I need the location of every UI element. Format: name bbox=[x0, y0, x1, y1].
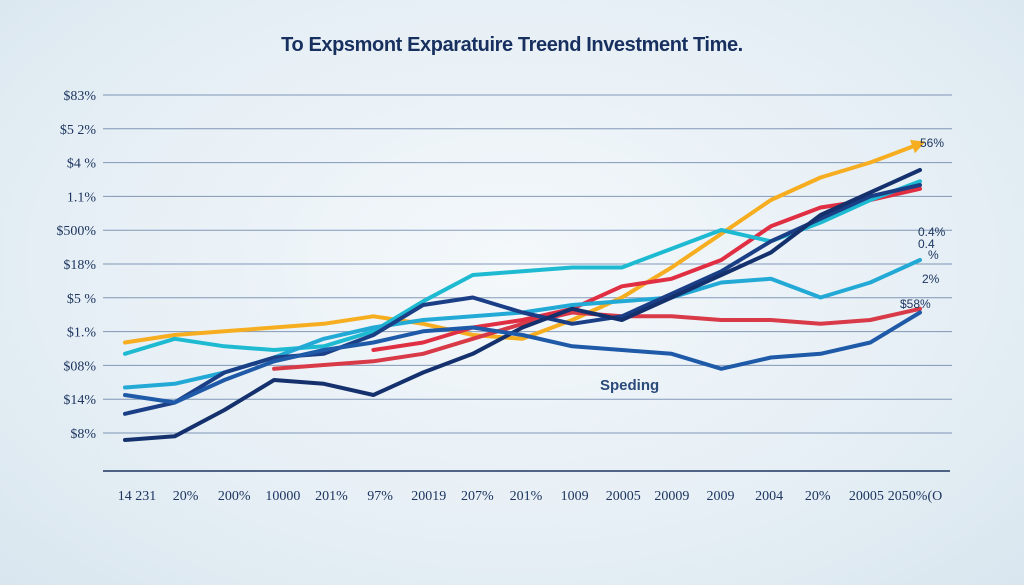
y-tick-label: $8% bbox=[70, 427, 96, 442]
y-tick-label: $4 % bbox=[67, 157, 97, 172]
x-tick-label: 201% bbox=[315, 489, 348, 504]
x-tick-label: 97% bbox=[367, 489, 393, 504]
x-tick-label: 20009 bbox=[654, 489, 689, 504]
y-tick-label: $5 2% bbox=[60, 123, 97, 138]
grid-lines bbox=[103, 94, 952, 434]
x-tick-label: 20005 bbox=[849, 489, 884, 504]
x-tick-label: 201% bbox=[510, 489, 543, 504]
x-tick-label: 2050%(O bbox=[888, 489, 942, 504]
x-tick-label: 14 231 bbox=[118, 489, 157, 504]
annotation-56: 56% bbox=[920, 136, 944, 150]
x-tick-label: 10000 bbox=[265, 489, 300, 504]
y-axis-ticks: $83% $5 2% $4 % 1.1% $500% $18% $5 % $1.% $08% $1… bbox=[56, 89, 96, 442]
y-tick-label: $18% bbox=[63, 258, 96, 273]
x-tick-label: 200% bbox=[218, 489, 251, 504]
y-tick-label: $08% bbox=[63, 359, 96, 374]
x-tick-label: 20% bbox=[805, 489, 831, 504]
annotation-58-percent: $58% bbox=[900, 297, 931, 311]
y-tick-label: $5 % bbox=[67, 292, 97, 307]
y-tick-label: $1.% bbox=[67, 326, 97, 341]
y-tick-label: $500% bbox=[56, 224, 96, 239]
x-axis-ticks: 14 231 20% 200% 10000 201% 97% 20019 207% 201% 10… bbox=[118, 489, 942, 504]
series-lines bbox=[123, 140, 926, 442]
spending-label: Speding bbox=[600, 377, 659, 394]
annotation-2-percent: 2% bbox=[922, 272, 940, 286]
annotation-0-4: 0.4 bbox=[918, 237, 935, 251]
series-line-6 bbox=[123, 168, 922, 442]
series-line-5 bbox=[123, 183, 922, 416]
annotation-percent: % bbox=[928, 248, 939, 262]
x-tick-label: 20019 bbox=[411, 489, 446, 504]
x-tick-label: 20% bbox=[173, 489, 199, 504]
x-tick-label: 2004 bbox=[755, 489, 783, 504]
x-tick-label: 1009 bbox=[561, 489, 589, 504]
y-tick-label: $14% bbox=[63, 393, 96, 408]
y-tick-label: $83% bbox=[63, 89, 96, 104]
annotation-0-4-percent: 0.4% bbox=[918, 225, 946, 239]
series-line-0 bbox=[123, 141, 922, 345]
trend-arrowhead bbox=[910, 140, 926, 154]
series-line-7 bbox=[123, 310, 922, 405]
y-tick-label: 1.1% bbox=[67, 190, 97, 205]
x-tick-label: 207% bbox=[461, 489, 494, 504]
chart-title: To Expsmont Exparatuire Treend Investmen… bbox=[281, 34, 743, 56]
x-tick-label: 20005 bbox=[606, 489, 641, 504]
x-tick-label: 2009 bbox=[707, 489, 735, 504]
